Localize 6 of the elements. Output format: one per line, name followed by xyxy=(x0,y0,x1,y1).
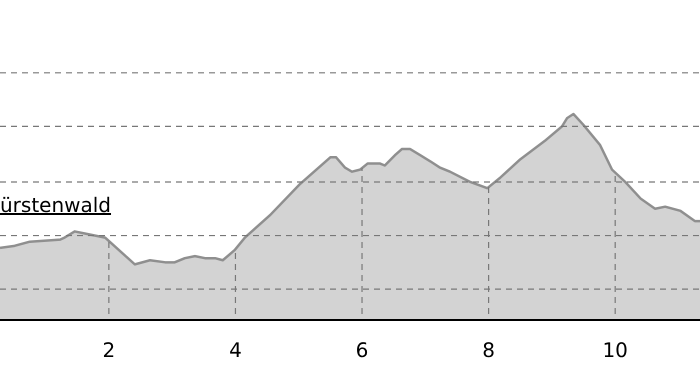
annotation: ürstenwald xyxy=(0,193,112,217)
x-tick-label: 4 xyxy=(229,338,242,362)
x-tick-label: 6 xyxy=(356,338,368,362)
x-tick-label: 10 xyxy=(602,338,628,362)
x-tick-label: 8 xyxy=(482,338,495,362)
x-tick-label: 2 xyxy=(102,338,116,362)
